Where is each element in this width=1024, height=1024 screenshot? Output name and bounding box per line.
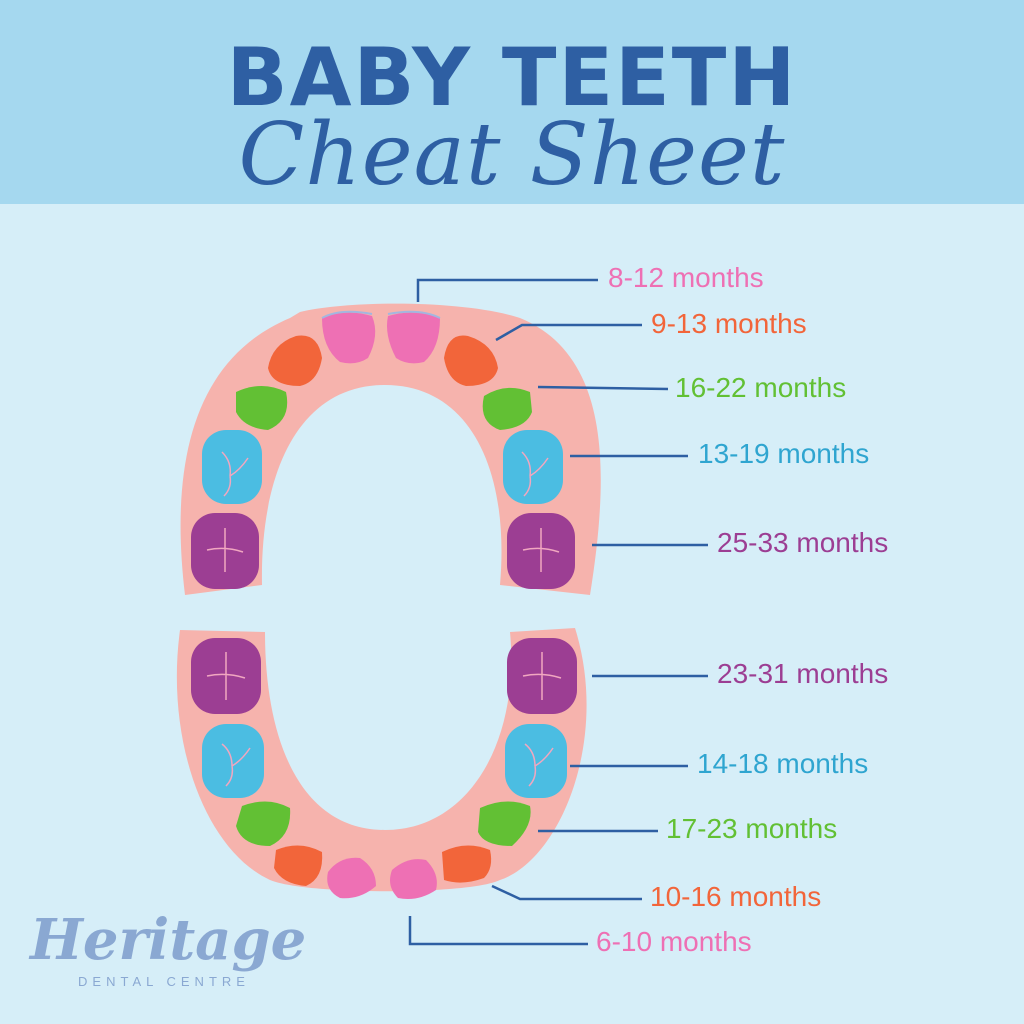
label-lower-central-incisor: 6-10 months (596, 926, 752, 957)
label-lower-lateral-incisor: 10-16 months (650, 881, 822, 912)
logo: Heritage DENTAL CENTRE (30, 907, 307, 989)
leader-line-upper-central (416, 278, 598, 302)
logo-name: Heritage (30, 907, 307, 973)
upper-first-molar-right (503, 430, 563, 504)
lower-canine-left (236, 801, 291, 846)
page-subtitle: Cheat Sheet (238, 105, 786, 205)
leader-line-lower-lateral (491, 884, 642, 901)
lower-lateral-incisor-left (274, 845, 323, 886)
upper-first-molar-right-fissure (521, 451, 549, 497)
upper-canine-left (236, 386, 288, 430)
upper-lateral-incisor-right (444, 335, 498, 386)
lower-central-incisor-right (390, 859, 437, 899)
lower-first-molar-left (202, 724, 264, 798)
label-upper-central-incisor: 8-12 months (608, 262, 764, 293)
label-lower-first-molar: 14-18 months (697, 748, 869, 779)
upper-central-incisor-right (387, 312, 440, 364)
upper-second-molar-right-fissure (522, 528, 560, 572)
upper-canine-right (482, 387, 532, 430)
lower-first-molar-right-fissure (524, 743, 554, 787)
lower-first-molar-right (505, 724, 567, 798)
lower-central-incisor-left (327, 857, 376, 899)
label-upper-second-molar: 25-33 months (717, 527, 889, 558)
label-upper-first-molar: 13-19 months (698, 438, 870, 469)
page-title: BABY TEETH (226, 31, 798, 124)
label-upper-lateral-incisor: 9-13 months (651, 308, 807, 339)
lower-lateral-incisor-right (442, 845, 492, 883)
label-lower-second-molar: 23-31 months (717, 658, 889, 689)
lower-canine-right (478, 801, 531, 846)
leader-line-upper-lateral (495, 323, 642, 342)
label-upper-canine: 16-22 months (675, 372, 847, 403)
upper-first-molar-left (202, 430, 262, 504)
gum-line-top (321, 310, 441, 319)
upper-central-incisor-left (322, 312, 376, 364)
leader-line-lower-central (408, 916, 588, 946)
logo-tagline: DENTAL CENTRE (78, 974, 250, 989)
leader-lines (408, 278, 708, 946)
lower-second-molar-right-fissure (522, 652, 562, 700)
lower-second-molar-left-fissure (206, 652, 246, 700)
label-lower-canine: 17-23 months (666, 813, 838, 844)
lower-first-molar-left-fissure (221, 743, 251, 787)
leader-line-upper-canine (537, 385, 669, 391)
header-band (0, 0, 1024, 204)
upper-lateral-incisor-left (268, 335, 322, 386)
upper-second-molar-left-fissure (206, 528, 244, 572)
upper-first-molar-left-fissure (221, 451, 249, 497)
